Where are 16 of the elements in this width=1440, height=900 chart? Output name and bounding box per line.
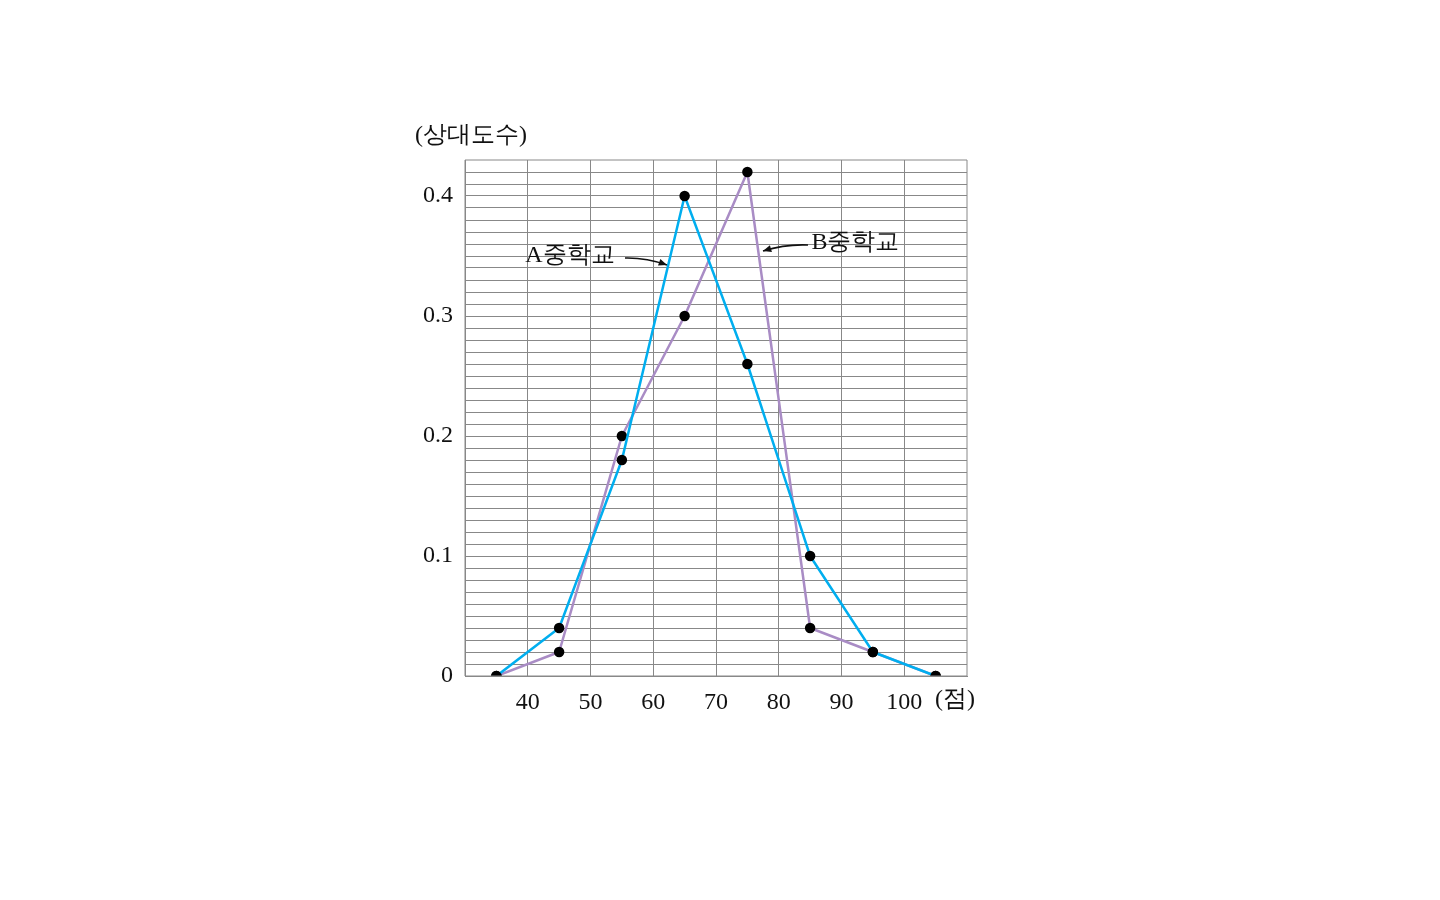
y-tick-label: 0: [441, 661, 453, 688]
x-tick-label: 50: [578, 687, 603, 714]
y-tick-label: 0.3: [423, 301, 453, 328]
y-tick-label: 0.4: [423, 181, 453, 208]
x-tick-label: 100: [886, 687, 923, 714]
x-axis-title: (점): [935, 685, 975, 712]
text: B중학교: [811, 228, 900, 255]
text: A중학교: [525, 241, 615, 268]
y-tick-label: 0.2: [423, 421, 453, 448]
x-tick-label: 90: [829, 687, 854, 714]
y-axis-title: (상대도수): [415, 121, 527, 148]
x-tick-label: 70: [704, 687, 728, 714]
x-tick-label: 60: [641, 687, 666, 714]
x-tick-label: 80: [766, 687, 791, 714]
y-tick-label: 0.1: [423, 541, 453, 568]
x-tick-label: 40: [515, 687, 540, 714]
